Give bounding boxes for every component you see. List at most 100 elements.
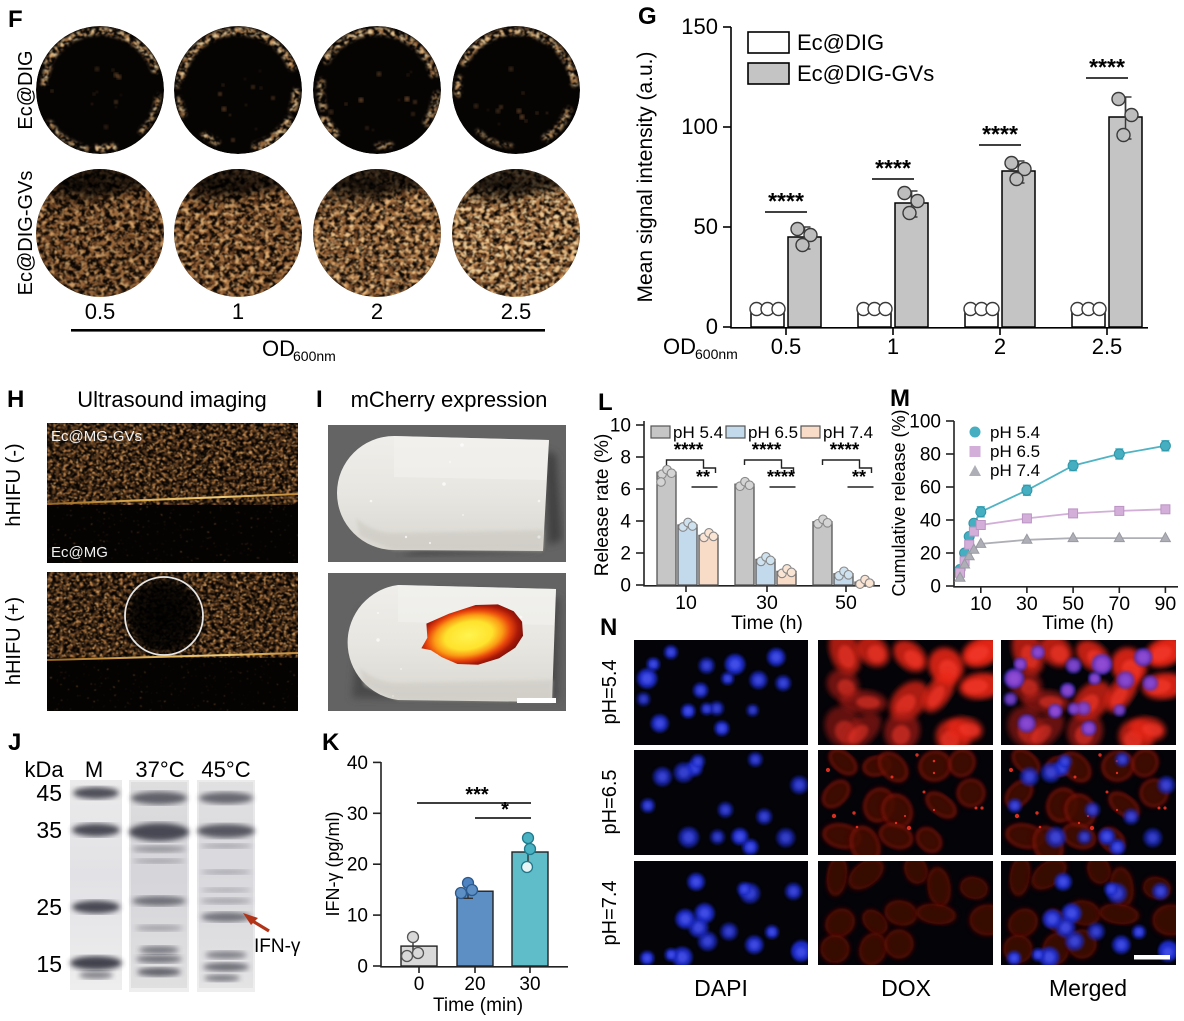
svg-text:100: 100 [909,412,941,433]
svg-text:J: J [8,729,21,756]
svg-text:**: ** [696,467,710,487]
svg-text:1: 1 [887,334,899,359]
svg-text:IFN-γ: IFN-γ [254,936,301,957]
svg-text:kDa: kDa [24,757,64,782]
svg-text:0: 0 [930,577,941,598]
svg-text:1: 1 [232,299,244,324]
svg-text:N: N [600,614,617,641]
svg-text:M: M [890,385,910,412]
svg-text:****: **** [767,467,795,487]
svg-text:90: 90 [1155,593,1177,615]
svg-text:30: 30 [756,592,778,614]
svg-text:****: **** [752,440,782,461]
svg-text:50: 50 [835,592,857,614]
svg-text:0: 0 [706,314,718,339]
svg-text:****: **** [768,188,804,214]
svg-text:15: 15 [36,951,62,977]
svg-text:pH=5.4: pH=5.4 [599,659,621,724]
svg-text:**: ** [852,467,866,487]
svg-text:Time (h): Time (h) [1042,612,1114,634]
svg-text:10: 10 [347,906,368,927]
svg-text:20: 20 [464,974,485,995]
svg-text:pH=6.5: pH=6.5 [599,769,621,834]
svg-text:I: I [316,386,323,413]
svg-text:2: 2 [371,299,383,324]
svg-text:pH 5.4: pH 5.4 [673,423,723,442]
svg-text:pH 6.5: pH 6.5 [990,442,1040,461]
svg-text:30: 30 [347,804,368,825]
svg-text:hHIFU (+): hHIFU (+) [3,597,25,685]
svg-text:M: M [85,757,103,782]
svg-text:OD: OD [663,334,696,359]
svg-text:150: 150 [681,14,718,39]
svg-text:Time (min): Time (min) [433,995,523,1016]
svg-text:mCherry expression: mCherry expression [351,387,548,412]
svg-text:Merged: Merged [1049,975,1127,1001]
svg-text:0: 0 [357,957,368,978]
svg-text:****: **** [982,121,1018,147]
svg-text:Ec@DIG-GVs: Ec@DIG-GVs [797,61,934,86]
svg-text:pH=7.4: pH=7.4 [599,880,621,945]
svg-text:600nm: 600nm [695,346,738,362]
svg-text:8: 8 [620,448,631,469]
svg-text:L: L [598,389,613,416]
svg-text:****: **** [830,440,860,461]
svg-text:37°C: 37°C [135,757,184,782]
svg-text:hHIFU (-): hHIFU (-) [3,443,25,526]
svg-text:4: 4 [620,512,631,533]
svg-text:OD: OD [262,336,295,361]
svg-text:Ec@MG-GVs: Ec@MG-GVs [51,428,142,445]
svg-text:Time (h): Time (h) [731,612,803,634]
svg-text:2.5: 2.5 [1092,334,1123,359]
svg-text:****: **** [1089,54,1125,80]
svg-text:DAPI: DAPI [694,975,748,1001]
svg-text:10: 10 [610,416,631,437]
svg-text:Release rate (%): Release rate (%) [592,434,613,577]
svg-text:Mean signal intensity (a.u.): Mean signal intensity (a.u.) [634,52,657,303]
svg-text:0.5: 0.5 [771,334,802,359]
svg-text:F: F [8,6,23,33]
svg-text:2.5: 2.5 [501,299,532,324]
svg-text:0: 0 [620,576,631,597]
svg-text:30: 30 [1016,593,1038,615]
svg-text:25: 25 [36,894,62,920]
svg-text:6: 6 [620,480,631,501]
svg-text:DOX: DOX [881,975,931,1001]
svg-text:50: 50 [694,214,718,239]
svg-text:Ultrasound imaging: Ultrasound imaging [77,387,267,412]
svg-text:*: * [501,799,509,821]
svg-text:2: 2 [994,334,1006,359]
svg-text:45°C: 45°C [201,757,250,782]
svg-text:20: 20 [347,855,368,876]
svg-text:***: *** [465,784,489,806]
svg-text:Ec@DIG: Ec@DIG [15,50,37,129]
svg-text:60: 60 [920,478,941,499]
svg-text:30: 30 [519,974,540,995]
svg-text:pH 6.5: pH 6.5 [748,423,798,442]
svg-text:80: 80 [920,445,941,466]
svg-text:K: K [322,729,340,756]
svg-text:40: 40 [347,753,368,774]
svg-text:100: 100 [681,114,718,139]
svg-text:10: 10 [675,592,697,614]
svg-text:****: **** [875,155,911,181]
svg-text:Cumulative release (%): Cumulative release (%) [889,409,909,596]
svg-text:20: 20 [920,544,941,565]
svg-text:10: 10 [970,593,992,615]
svg-text:Ec@DIG: Ec@DIG [797,30,884,55]
svg-text:pH 5.4: pH 5.4 [990,423,1040,442]
svg-text:Ec@DIG-GVs: Ec@DIG-GVs [15,171,37,296]
svg-text:0: 0 [414,974,425,995]
svg-text:****: **** [674,440,704,461]
svg-text:Ec@MG: Ec@MG [51,544,108,561]
svg-text:H: H [7,386,24,413]
svg-text:600nm: 600nm [293,348,336,364]
svg-text:2: 2 [620,544,631,565]
svg-text:35: 35 [36,817,62,843]
svg-text:pH 7.4: pH 7.4 [990,461,1040,480]
svg-text:pH 7.4: pH 7.4 [823,423,873,442]
svg-text:IFN-γ (pg/ml): IFN-γ (pg/ml) [323,812,343,917]
svg-text:45: 45 [36,780,62,806]
svg-text:70: 70 [1108,593,1130,615]
svg-text:G: G [638,3,657,30]
